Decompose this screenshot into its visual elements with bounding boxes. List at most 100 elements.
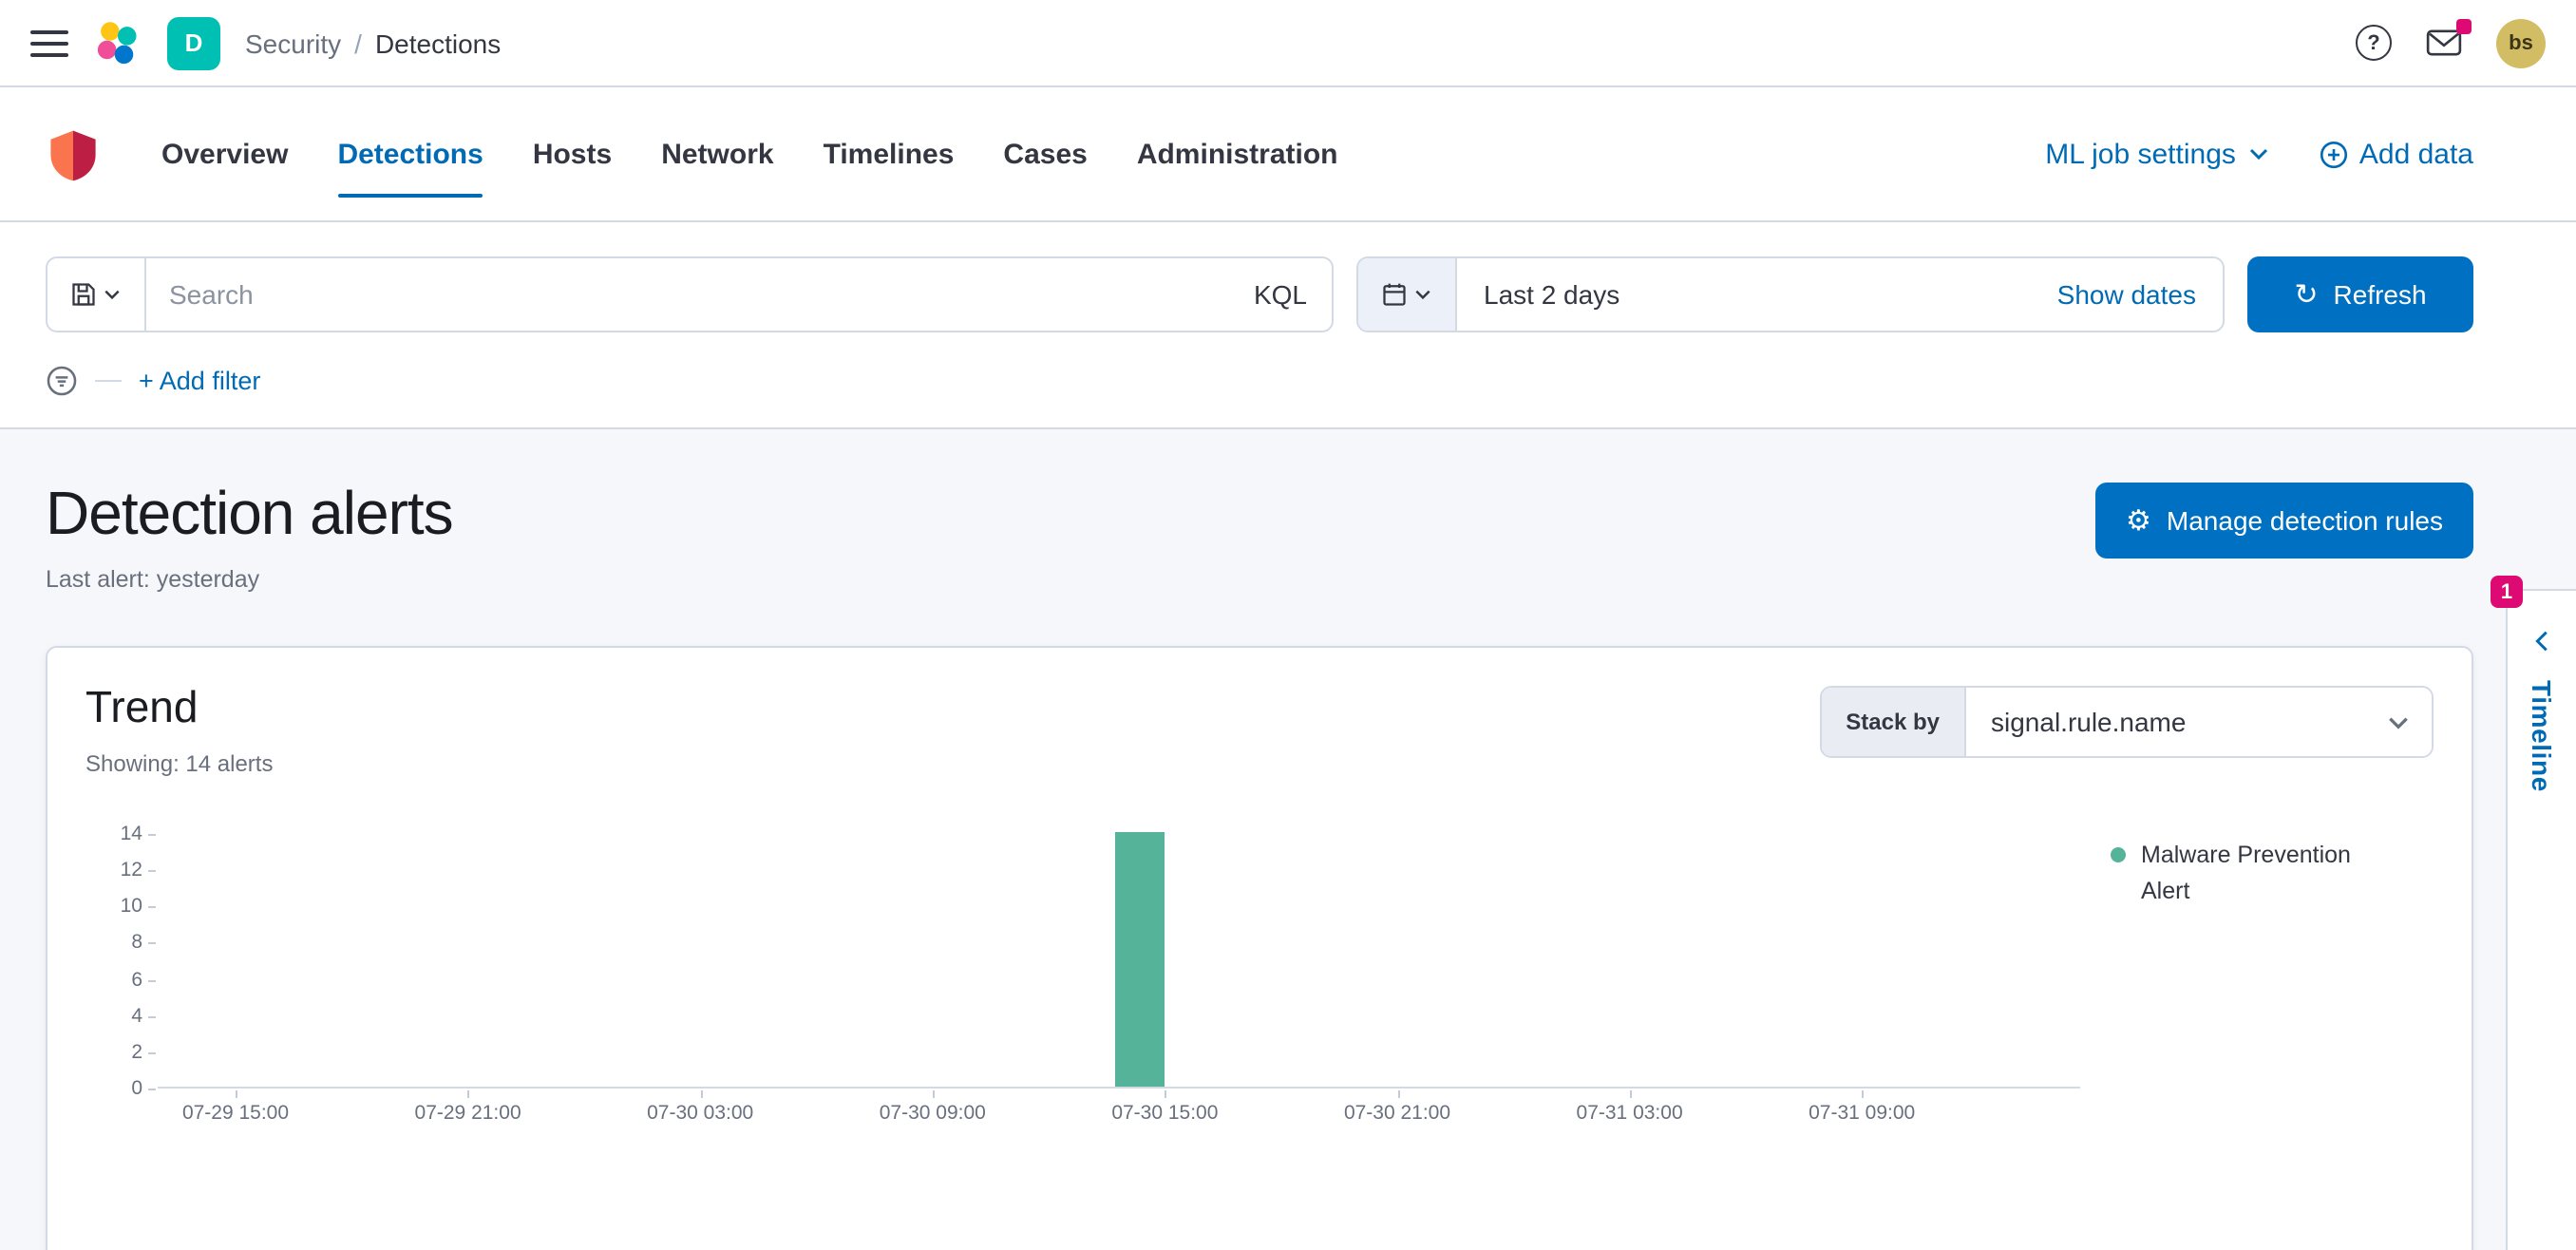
y-axis-label: 6 xyxy=(131,968,142,992)
date-quick-select-button[interactable] xyxy=(1358,258,1457,331)
query-bar-section: KQL Last 2 days Show dates ↻ Refresh + A… xyxy=(0,222,2576,427)
date-picker: Last 2 days Show dates xyxy=(1356,256,2225,332)
tab-network[interactable]: Network xyxy=(661,138,774,170)
tab-administration[interactable]: Administration xyxy=(1136,138,1338,170)
y-axis-label: 0 xyxy=(131,1077,142,1100)
x-axis-label: 07-30 03:00 xyxy=(647,1102,754,1125)
gear-icon: ⚙ xyxy=(2126,504,2151,537)
x-axis-label: 07-30 21:00 xyxy=(1343,1102,1451,1125)
legend-item[interactable]: Malware Prevention Alert xyxy=(2111,838,2434,909)
page-title: Detection alerts xyxy=(46,479,454,547)
x-axis-tick xyxy=(236,1090,237,1098)
y-axis-label: 10 xyxy=(120,895,142,919)
y-axis-tick xyxy=(148,1015,156,1018)
x-axis-label: 07-31 03:00 xyxy=(1576,1102,1683,1125)
chevron-down-icon xyxy=(1415,290,1430,300)
y-axis-label: 4 xyxy=(131,1004,142,1028)
tab-hosts[interactable]: Hosts xyxy=(532,138,613,170)
breadcrumb: Security / Detections xyxy=(245,28,501,58)
plus-circle-icon xyxy=(2320,140,2347,168)
x-axis-label: 07-29 21:00 xyxy=(414,1102,521,1125)
filter-divider xyxy=(95,379,122,381)
filter-icon[interactable] xyxy=(46,364,78,396)
detections-page: Detection alerts Last alert: yesterday ⚙… xyxy=(0,427,2576,1250)
x-axis-tick xyxy=(1862,1090,1865,1098)
search-input[interactable] xyxy=(146,258,1229,331)
add-data-button[interactable]: Add data xyxy=(2320,138,2473,170)
help-icon[interactable]: ? xyxy=(2356,25,2392,61)
trend-title: Trend xyxy=(85,682,199,731)
tab-overview[interactable]: Overview xyxy=(161,138,289,170)
refresh-icon: ↻ xyxy=(2294,278,2319,311)
menu-icon[interactable] xyxy=(30,29,68,56)
y-axis-tick xyxy=(148,1051,156,1054)
notification-dot xyxy=(2456,19,2472,34)
y-axis-label: 12 xyxy=(120,859,142,882)
date-range-value[interactable]: Last 2 days xyxy=(1484,279,1620,310)
nav-actions: ML job settings Add data xyxy=(2045,138,2473,170)
calendar-icon xyxy=(1383,283,1406,306)
last-alert-text: Last alert: yesterday xyxy=(46,566,260,593)
top-bar: D Security / Detections ? bs xyxy=(0,0,2576,87)
tab-cases[interactable]: Cases xyxy=(1003,138,1088,170)
top-bar-actions: ? bs xyxy=(2356,18,2546,67)
refresh-button[interactable]: ↻ Refresh xyxy=(2247,256,2473,332)
y-axis-tick xyxy=(148,1089,156,1090)
x-axis-tick xyxy=(1165,1090,1167,1098)
x-axis-tick xyxy=(467,1090,470,1098)
manage-detection-rules-button[interactable]: ⚙ Manage detection rules xyxy=(2095,483,2473,559)
chevron-down-icon xyxy=(104,290,120,300)
add-filter-button[interactable]: + Add filter xyxy=(139,366,261,394)
newsfeed-button[interactable] xyxy=(2426,19,2472,57)
trend-chart-plot: 0 2 4 6 8 10 12 14 07-29 15:00 07-29 21:00 07-30 0… xyxy=(121,823,2080,1125)
elastic-logo[interactable] xyxy=(93,18,142,67)
stack-by-control: Stack by signal.rule.name xyxy=(1819,686,2434,758)
chevron-down-icon xyxy=(2249,148,2267,161)
breadcrumb-detections: Detections xyxy=(374,28,502,58)
y-axis-label: 2 xyxy=(131,1040,142,1064)
chart-legend: Malware Prevention Alert xyxy=(2111,834,2434,1089)
x-axis-label: 07-31 09:00 xyxy=(1809,1102,1916,1125)
legend-label: Malware Prevention Alert xyxy=(2141,842,2351,904)
save-icon xyxy=(72,283,95,306)
x-axis-label: 07-29 15:00 xyxy=(181,1102,290,1125)
timeline-label: Timeline xyxy=(2527,680,2557,792)
search-bar: KQL xyxy=(46,256,1334,332)
x-axis-line xyxy=(158,1087,2080,1089)
x-axis-label: 07-30 15:00 xyxy=(1111,1102,1219,1125)
stack-by-label: Stack by xyxy=(1821,688,1966,756)
x-axis-label: 07-30 09:00 xyxy=(879,1102,986,1125)
stack-by-select[interactable]: signal.rule.name xyxy=(1966,688,2432,756)
breadcrumb-separator: / xyxy=(354,28,362,58)
y-axis-tick xyxy=(148,834,156,836)
tab-timelines[interactable]: Timelines xyxy=(823,138,955,170)
ml-job-settings-button[interactable]: ML job settings xyxy=(2045,138,2270,170)
x-axis-tick xyxy=(932,1090,935,1098)
chevron-left-icon xyxy=(2534,631,2547,652)
trend-bar[interactable] xyxy=(1115,832,1165,1087)
security-nav: Overview Detections Hosts Network Timeli… xyxy=(0,87,2576,222)
breadcrumb-security[interactable]: Security xyxy=(245,28,342,58)
chevron-down-icon xyxy=(2389,716,2408,729)
trend-chart: 0 2 4 6 8 10 12 14 07-29 15:00 07-29 21:00 07-30 0… xyxy=(85,823,2434,1125)
x-axis-tick xyxy=(1397,1090,1399,1098)
y-axis-tick xyxy=(148,906,156,909)
alert-count-text: Showing: 14 alerts xyxy=(85,750,274,777)
x-axis-tick xyxy=(700,1090,703,1098)
security-app-icon xyxy=(46,126,101,181)
space-avatar[interactable]: D xyxy=(167,16,220,69)
filter-bar: + Add filter xyxy=(46,359,2473,401)
y-axis-label: 8 xyxy=(131,931,142,955)
user-avatar[interactable]: bs xyxy=(2496,18,2546,67)
y-axis-tick xyxy=(148,979,156,982)
timeline-flyout-button[interactable]: 1 Timeline xyxy=(2491,576,2576,1250)
mail-icon xyxy=(2426,29,2462,56)
query-language-button[interactable]: KQL xyxy=(1253,279,1307,310)
legend-dot xyxy=(2111,847,2126,862)
tab-detections[interactable]: Detections xyxy=(337,87,483,220)
saved-query-menu-button[interactable] xyxy=(47,258,146,331)
y-axis-label: 14 xyxy=(120,823,142,845)
show-dates-button[interactable]: Show dates xyxy=(2056,279,2196,310)
y-axis-tick xyxy=(148,870,156,873)
timeline-badge: 1 xyxy=(2491,576,2523,608)
